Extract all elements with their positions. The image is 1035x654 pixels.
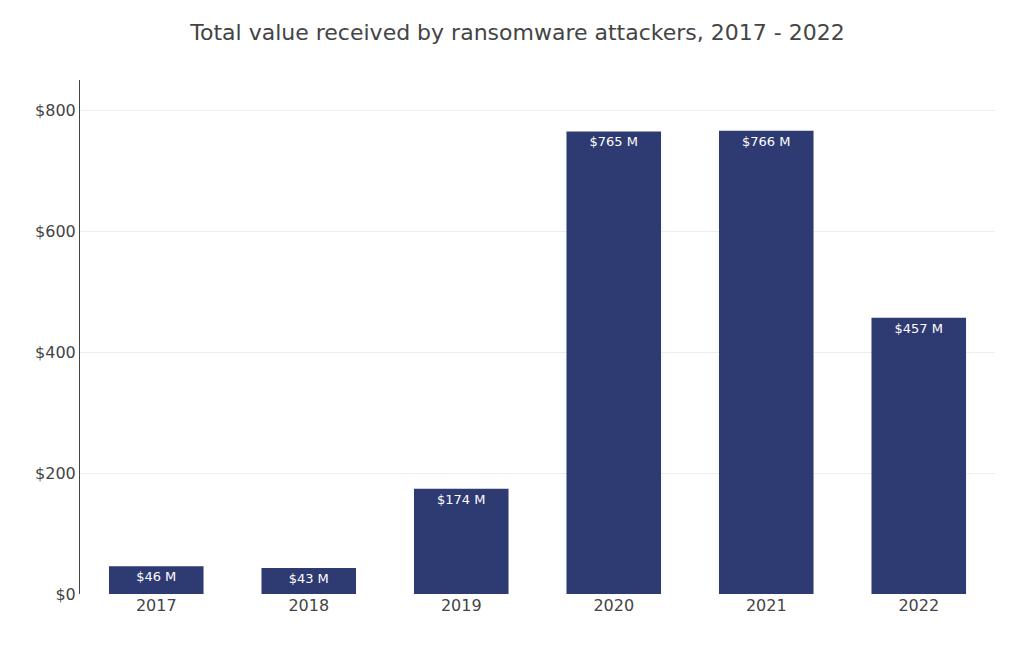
svg-text:Total value received by ransom: Total value received by ransomware attac… (189, 20, 844, 45)
svg-text:2022: 2022 (898, 596, 939, 615)
svg-text:$46 M: $46 M (136, 569, 176, 584)
svg-text:$174 M: $174 M (437, 492, 485, 507)
svg-text:2020: 2020 (593, 596, 634, 615)
svg-text:$43 M: $43 M (289, 571, 329, 586)
svg-text:$800: $800 (35, 101, 76, 120)
svg-text:$600: $600 (35, 222, 76, 241)
svg-text:$0: $0 (55, 585, 75, 604)
svg-text:$766 M: $766 M (742, 134, 790, 149)
svg-text:2021: 2021 (746, 596, 787, 615)
svg-text:2019: 2019 (441, 596, 482, 615)
svg-text:$457 M: $457 M (895, 321, 943, 336)
svg-text:$400: $400 (35, 343, 76, 362)
svg-text:2018: 2018 (288, 596, 329, 615)
svg-text:$200: $200 (35, 464, 76, 483)
svg-text:$765 M: $765 M (590, 134, 638, 149)
svg-text:2017: 2017 (136, 596, 177, 615)
